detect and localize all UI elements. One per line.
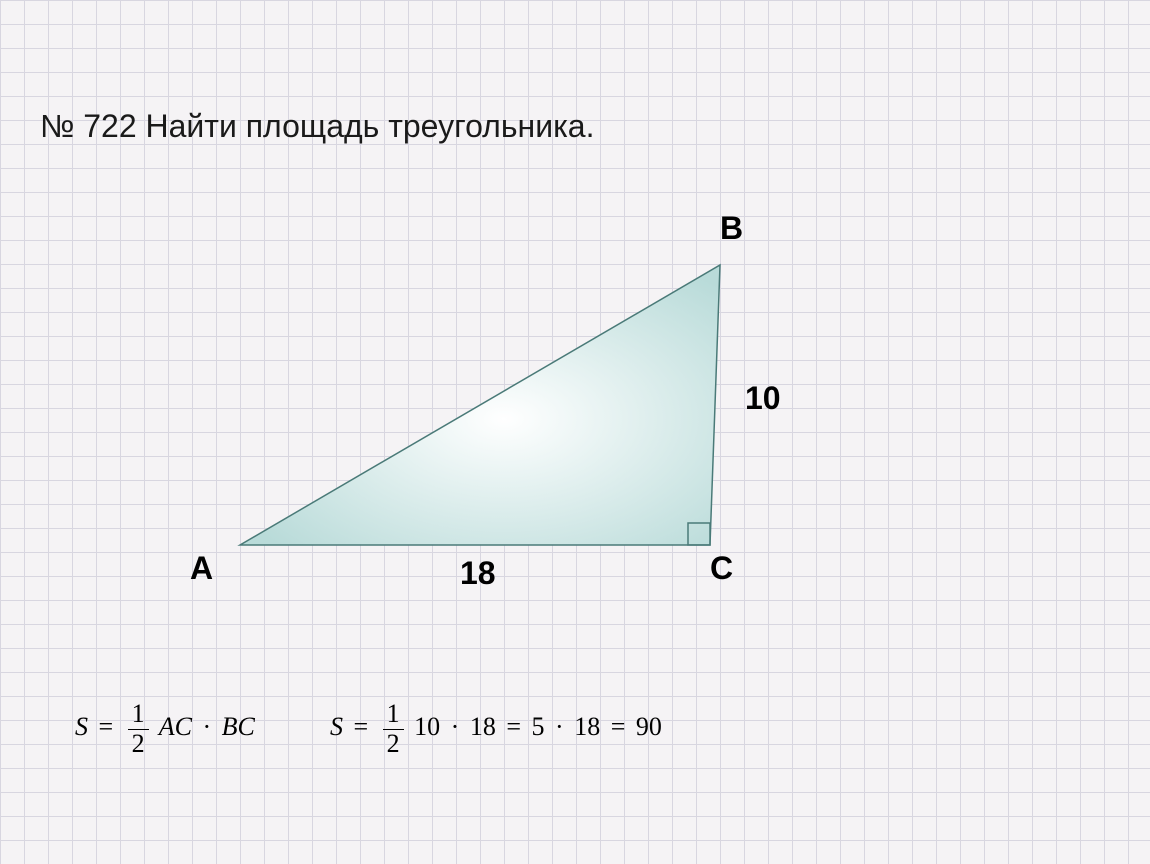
fraction-half: 1 2	[128, 700, 149, 758]
frac-num-2: 1	[383, 700, 404, 730]
formula-n-result: 90	[636, 712, 662, 741]
frac-den-2: 2	[383, 730, 404, 759]
formula-bc: BC	[222, 712, 255, 741]
formula-n-v1: 10	[414, 712, 440, 741]
formula-n-s: S	[330, 712, 343, 741]
vertex-label-c: C	[710, 550, 733, 587]
fraction-half-2: 1 2	[383, 700, 404, 758]
formula-n-dot2: ·	[555, 712, 564, 741]
formula-n-v3: 5	[532, 712, 545, 741]
formula-n-v4: 18	[574, 712, 600, 741]
formula-ac: AC	[159, 712, 192, 741]
vertex-label-b: B	[720, 210, 743, 247]
formula-eq: =	[99, 712, 114, 741]
vertex-label-a: A	[190, 550, 213, 587]
side-label-ac: 18	[460, 555, 496, 592]
formula-s: S	[75, 712, 88, 741]
triangle-diagram: A B C 18 10	[210, 235, 750, 575]
formula-n-eq2: =	[506, 712, 521, 741]
formula-dot: ·	[202, 712, 211, 741]
formula-n-dot1: ·	[451, 712, 460, 741]
formula-numeric: S = 1 2 10 · 18 = 5 · 18 = 90	[330, 700, 662, 758]
side-label-bc: 10	[745, 380, 781, 417]
formula-n-eq1: =	[354, 712, 369, 741]
formula-n-v2: 18	[470, 712, 496, 741]
frac-num: 1	[128, 700, 149, 730]
triangle-svg	[210, 235, 750, 575]
frac-den: 2	[128, 730, 149, 759]
formula-general: S = 1 2 AC · BC	[75, 700, 255, 758]
page-title: № 722 Найти площадь треугольника.	[40, 108, 594, 145]
formula-n-eq3: =	[611, 712, 626, 741]
